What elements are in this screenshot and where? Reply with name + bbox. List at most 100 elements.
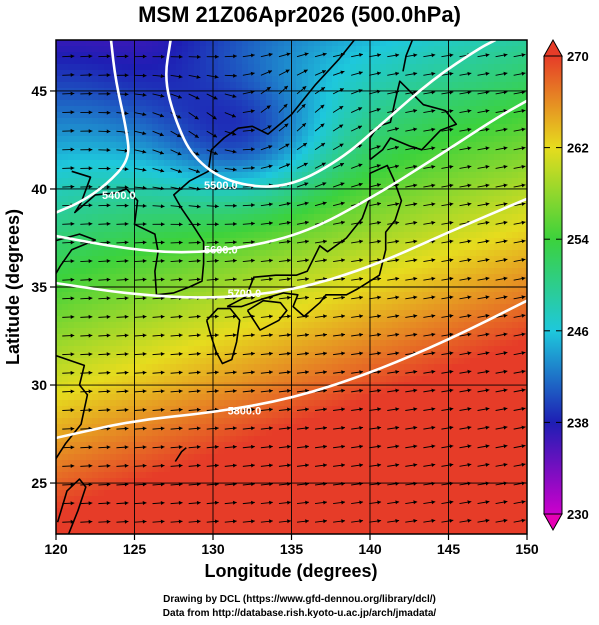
wind-vector-head [267,70,272,74]
wind-vector-head [467,314,472,318]
colorbar-tick-label: 230 [567,507,589,522]
wind-vector-head [503,258,508,262]
wind-vector-head [376,145,381,149]
wind-vector-head [359,388,363,393]
coastline-segment [402,40,414,72]
wind-vector-head [160,186,165,191]
wind-vector-head [106,54,111,59]
wind-vector-head [197,54,201,59]
wind-vector-head [106,296,111,301]
wind-vector-head [70,91,75,96]
wind-vector-head [142,314,147,319]
wind-vector-head [341,463,345,468]
coastline-segment [226,164,403,318]
wind-vector-head [341,295,345,300]
wind-vector-head [233,54,237,59]
wind-vector-head [341,314,345,319]
wind-vector-head [233,240,237,245]
wind-vector-head [233,203,237,208]
wind-vector-head [251,333,255,338]
wind-vector-head [287,351,291,356]
wind-vector-head [268,145,273,149]
wind-vector-head [124,222,129,226]
wind-vector-head [178,370,183,375]
wind-vector-head [431,165,436,169]
wind-vector-head [323,463,327,468]
wind-vector-head [413,425,418,430]
wind-vector-head [251,240,255,245]
wind-vector-head [269,295,273,300]
wind-vector-head [340,182,345,187]
wind-vector-head [251,389,255,393]
wind-vector-head [413,71,418,76]
wind-vector-head [431,90,436,95]
wind-vector-head [503,462,508,467]
wind-vector-head [303,162,308,167]
wind-vector-head [70,426,75,431]
wind-vector-head [269,444,273,449]
wind-vector-head [124,389,129,394]
wind-vector-head [215,222,219,227]
colorbar-tick-label: 270 [567,49,589,64]
wind-vector-head [359,500,363,505]
wind-vector-head [124,185,129,190]
wind-vector-head [124,92,129,97]
wind-vector-head [142,259,147,263]
wind-vector-head [269,333,273,338]
credit-drawing: Drawing by DCL (https://www.gfd-dennou.o… [163,594,436,605]
wind-vector-head [485,313,490,318]
wind-vector-head [142,296,147,301]
wind-vector-head [268,202,273,207]
wind-vector-head [269,351,273,356]
height-contours: 5400.0 5500.0 5600.0 5700.0 5800.0 [56,40,527,440]
wind-vector-head [251,295,255,300]
wind-vector-head [269,314,273,319]
wind-vector-head [70,240,75,245]
wind-vector-head [467,444,472,449]
wind-vector-head [124,408,129,412]
wind-vector-head [413,146,418,151]
wind-vector-head [377,202,381,206]
wind-vector-head [485,53,490,58]
wind-vector-head [286,220,291,225]
wind-vector-head [177,151,182,156]
wind-vector-head [269,277,273,282]
wind-vector-head [196,351,201,356]
wind-vector-head [395,370,400,374]
wind-vector-head [395,407,400,412]
wind-vector-head [178,426,183,431]
wind-vector-head [179,222,183,227]
wind-vector-head [269,221,273,226]
wind-vector-head [431,463,436,467]
wind-vector-head [160,463,165,468]
wind-vector-head [251,147,255,152]
x-tick-label: 150 [515,541,539,557]
wind-vector-head [305,333,309,337]
wind-vector-head [160,445,165,450]
wind-vector-head [377,444,382,449]
wind-vector-head [449,500,454,505]
wind-vector-head [70,482,75,487]
wind-vector-head [503,202,508,207]
wind-vector-head [323,500,327,505]
wind-vector-head [124,463,129,468]
wind-vector-head [503,388,508,393]
colorbar-tick-label: 254 [567,232,589,247]
wind-vector-head [357,125,362,130]
wind-vector-head [213,151,218,155]
wind-vector-head [377,258,382,263]
wind-vector-head [196,389,201,394]
wind-vector-head [88,110,93,115]
wind-vector-head [160,259,165,263]
wind-vector-head [268,52,273,57]
wind-vector-head [232,482,237,487]
wind-vector-head [269,500,273,505]
wind-vector-head [251,351,255,356]
wind-vector-head [485,164,490,169]
wind-vector-head [341,444,345,449]
wind-vector-head [341,351,345,356]
wind-vector-head [320,143,325,147]
wind-vector-head [305,388,309,393]
wind-vector-head [521,146,526,151]
wind-vector-head [196,75,201,79]
